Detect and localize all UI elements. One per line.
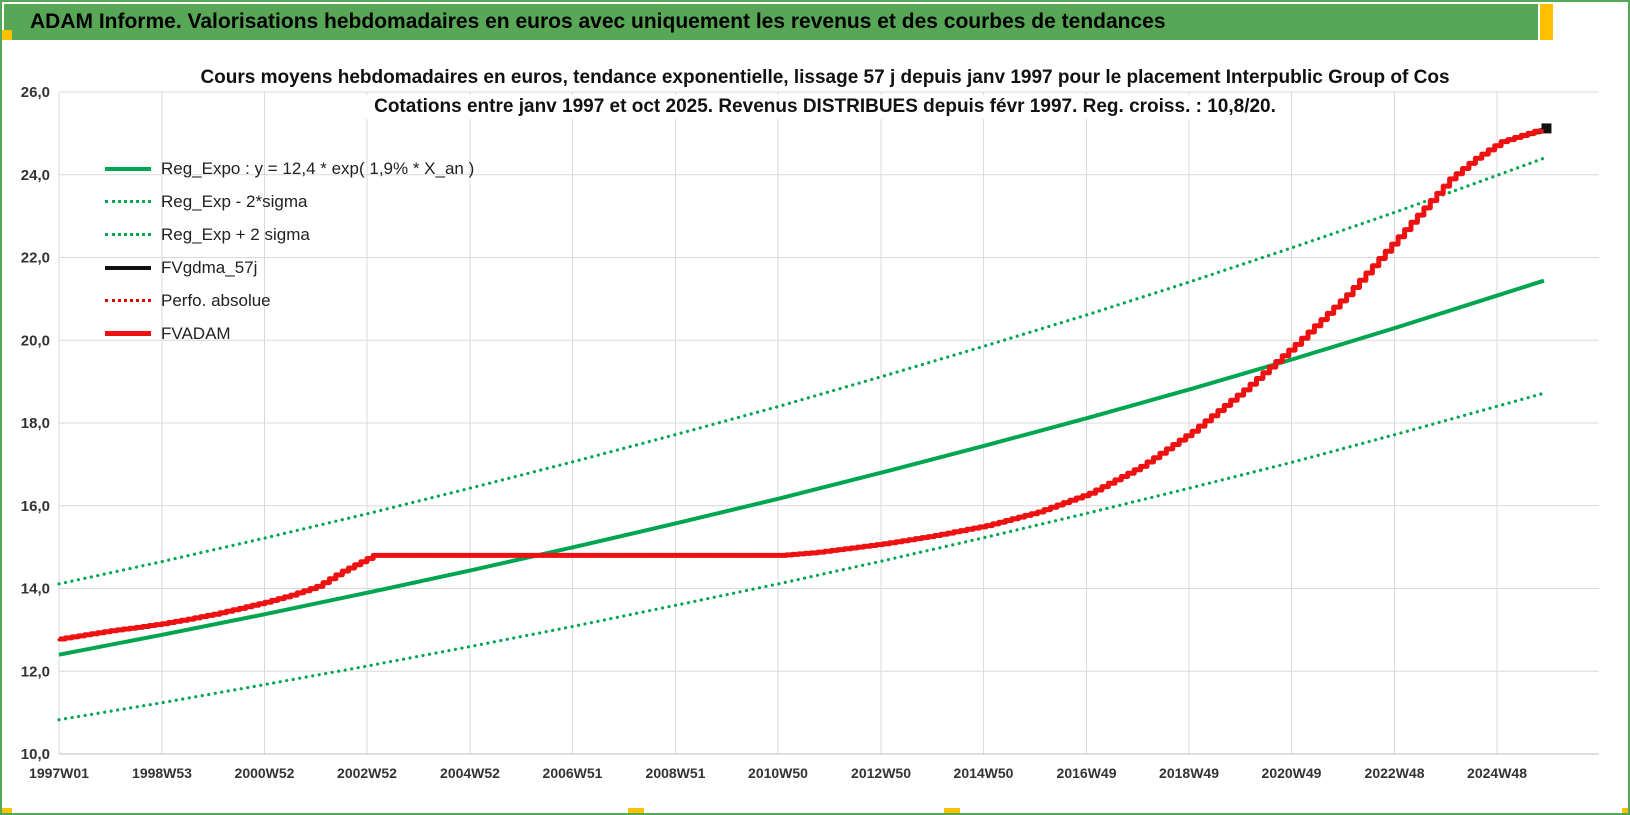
legend-swatch-reg_exp_plus [105,233,151,236]
chart-title: Cours moyens hebdomadaires en euros, ten… [192,66,1458,90]
legend-label-fvgdma_57j: FVgdma_57j [161,257,258,277]
legend-swatch-fvadam [105,331,151,336]
y-axis-label: 12,0 [21,663,50,680]
legend-swatch-reg_exp_minus [105,200,151,203]
y-axis-label: 14,0 [21,581,50,598]
x-axis-label: 2008W51 [646,765,706,781]
legend-item-reg_expo[interactable]: Reg_Expo : y = 12,4 * exp( 1,9% * X_an ) [105,152,474,185]
x-axis-label: 2018W49 [1159,765,1219,781]
legend-label-reg_expo: Reg_Expo : y = 12,4 * exp( 1,9% * X_an ) [161,158,475,178]
chart-subtitle: Cotations entre janv 1997 et oct 2025. R… [366,95,1284,119]
selection-handle-bottom-right[interactable] [1622,808,1628,813]
legend-label-fvadam: FVADAM [161,323,231,343]
y-axis-label: 26,0 [21,84,50,101]
header-bar: ADAM Informe. Valorisations hebdomadaire… [4,4,1538,40]
x-axis-label: 2020W49 [1262,765,1322,781]
x-axis-label: 2000W52 [235,765,295,781]
chart-title-row: Cours moyens hebdomadaires en euros, ten… [62,66,1588,90]
y-axis-label: 20,0 [21,332,50,349]
legend-label-perfo_absolue: Perfo. absolue [161,290,271,310]
x-axis-label: 1998W53 [132,765,192,781]
legend-swatch-perfo_absolue [105,299,151,302]
page-title: ADAM Informe. Valorisations hebdomadaire… [30,10,1166,33]
y-axis-label: 10,0 [21,746,50,763]
legend-label-reg_exp_minus: Reg_Exp - 2*sigma [161,191,308,211]
x-axis-label: 2016W49 [1057,765,1117,781]
legend-label-reg_exp_plus: Reg_Exp + 2 sigma [161,224,310,244]
y-axis-label: 16,0 [21,498,50,515]
y-axis-label: 22,0 [21,250,50,267]
x-axis-label: 2010W50 [748,765,808,781]
x-axis-label: 2022W48 [1365,765,1425,781]
series-fvadam [59,128,1544,642]
legend-swatch-fvgdma_57j [105,265,151,270]
selection-handle-header-right[interactable] [1540,4,1553,40]
y-axis-label: 18,0 [21,415,50,432]
x-axis-label: 2002W52 [337,765,397,781]
legend-item-perfo_absolue[interactable]: Perfo. absolue [105,284,474,317]
selection-handle-bottom-left[interactable] [2,808,12,813]
selection-handle-left-top[interactable] [2,30,12,40]
x-axis-label: 2024W48 [1467,765,1527,781]
legend-item-reg_exp_plus[interactable]: Reg_Exp + 2 sigma [105,218,474,251]
x-axis-label: 2006W51 [543,765,603,781]
series-reg_expo [58,278,1545,657]
legend-item-fvgdma_57j[interactable]: FVgdma_57j [105,251,474,284]
x-axis-label: 2014W50 [954,765,1014,781]
series-end-marker-fvgdma_57j [1541,123,1552,134]
legend-swatch-reg_expo [105,166,151,171]
chart-legend: Reg_Expo : y = 12,4 * exp( 1,9% * X_an )… [105,152,474,350]
chart-subtitle-row: Cotations entre janv 1997 et oct 2025. R… [62,95,1588,119]
series-reg_exp_minus [57,391,1546,722]
x-axis-label: 2004W52 [440,765,500,781]
x-axis-label: 2012W50 [851,765,911,781]
selection-handle-bottom-center1[interactable] [628,808,644,813]
legend-item-fvadam[interactable]: FVADAM [105,317,474,350]
x-axis-label: 1997W01 [29,765,89,781]
legend-item-reg_exp_minus[interactable]: Reg_Exp - 2*sigma [105,185,474,218]
y-axis-label: 24,0 [21,167,50,184]
selection-handle-bottom-center2[interactable] [944,808,960,813]
series-reg_exp_plus [57,156,1546,586]
